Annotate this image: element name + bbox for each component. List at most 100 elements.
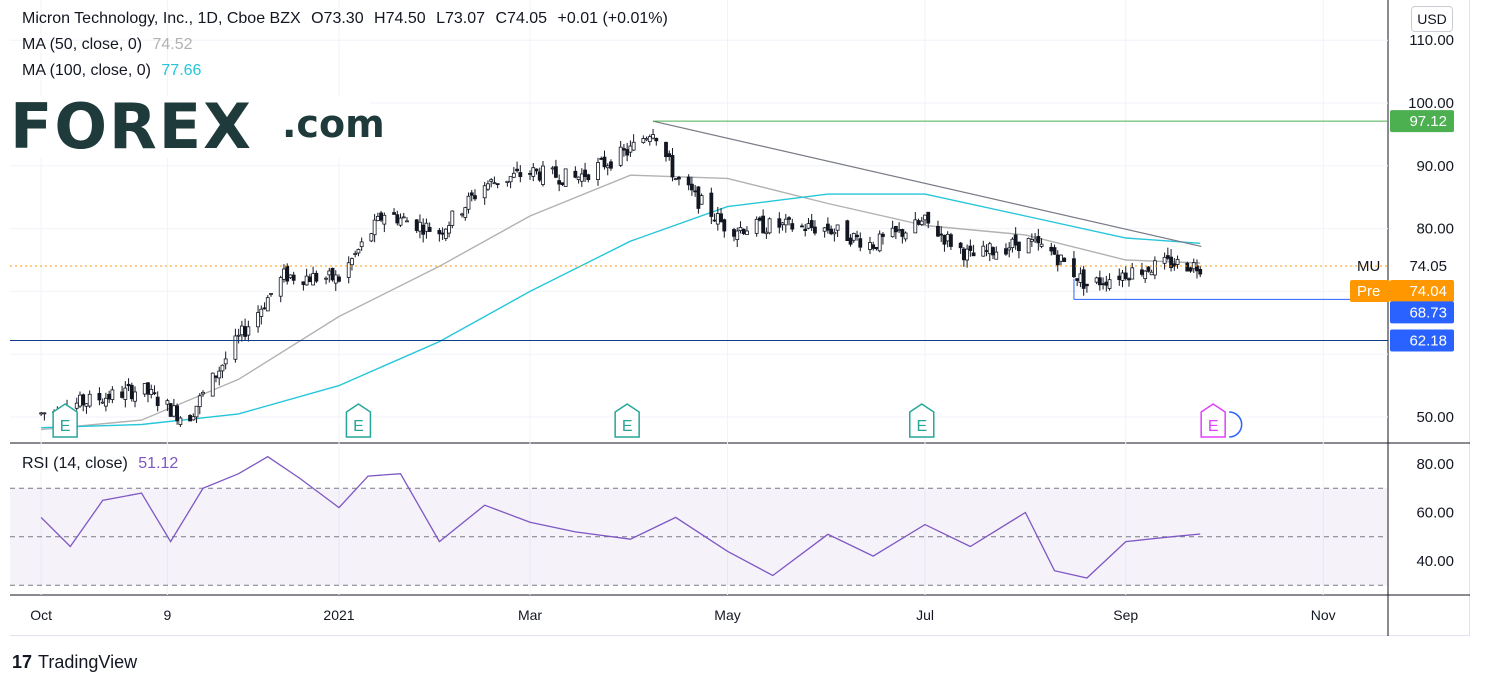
candle [1107,273,1112,291]
candle [1191,258,1196,273]
change-value: +0.01 (+0.01%) [557,10,668,27]
candle [738,221,743,234]
candle [777,212,782,234]
candle [874,246,879,251]
candle-body [1081,269,1086,289]
candle [492,176,497,185]
candle-body [282,268,286,280]
candle [1055,250,1060,272]
candle-body [337,276,341,282]
candle-body [809,220,814,228]
candle-body [42,412,47,415]
candle-body [787,217,791,220]
ma100-line [41,193,1201,429]
candle [942,234,947,252]
candle [916,218,921,226]
candle [1175,255,1180,269]
candle-body [851,232,856,241]
candle [586,173,591,183]
candle-body [877,233,882,252]
close-value: C74.05 [495,10,548,27]
candle [829,225,834,236]
candle-body [738,227,743,231]
candle [1146,266,1151,273]
earnings-marker[interactable]: E [614,403,640,438]
candle [780,222,785,231]
earnings-marker[interactable]: E [52,403,78,438]
candle [822,227,827,238]
candle-body [741,228,746,235]
earnings-badge-letter: E [60,418,71,435]
candle [1052,244,1057,255]
earnings-badge-shape [909,403,935,438]
candle [903,231,908,242]
price-tag-bg [1390,301,1454,324]
candle [123,381,128,408]
candle-body [893,225,898,233]
candle [832,228,837,242]
candle-body [1172,263,1177,267]
candle [605,163,610,176]
candle-body [375,215,380,221]
price-tag-value: 74.05 [1409,258,1447,275]
candle [991,246,995,260]
candle-body [1195,265,1199,272]
candle-body [1165,255,1170,259]
earnings-marker[interactable]: E [909,403,935,438]
candle-body [421,224,426,235]
candle-body [278,277,283,297]
candle [233,328,238,363]
candle-body [123,387,128,400]
candle [421,218,426,243]
support-lower-price-tag: 62.18 [1390,329,1454,352]
ma100-label: MA (100, close, 0) [22,62,151,79]
rsi-legend[interactable]: RSI (14, close) 51.12 [22,455,184,473]
candle-body [722,219,727,232]
candle-body [845,220,850,241]
candle-body [926,211,931,224]
earnings-marker[interactable]: E [345,403,372,438]
candle-body [573,170,578,178]
candle [949,232,953,250]
candle-body [440,232,445,235]
candle-body [103,397,108,407]
rsi-pane [10,455,1388,586]
candle-body [1101,283,1105,286]
candle [1039,238,1044,249]
high-value: H74.50 [374,10,426,27]
candle [262,302,267,310]
candle [936,220,940,238]
logo-suffix: .com [282,102,385,146]
candle-body [505,180,510,184]
candle [1152,256,1157,280]
candle-body [508,176,513,183]
candle [197,393,202,415]
ma50-line [41,174,1201,431]
candle [223,351,228,370]
candle-body [560,182,565,186]
candle [686,174,691,191]
candle [450,210,455,229]
candle-body [670,155,675,178]
candle-body [518,172,523,178]
candle [579,168,584,187]
candle-body [673,178,678,181]
currency-button[interactable]: USD [1411,6,1453,32]
earnings-marker-upcoming[interactable]: E [1200,403,1243,438]
tradingview-brand[interactable]: 17 TradingView [12,652,137,673]
candle [881,232,885,245]
candle-body [599,157,604,160]
candle [809,213,814,232]
candle-body [460,213,464,216]
price-tag-value: 97.12 [1409,113,1447,130]
candle-body [311,273,316,286]
candle-body [486,183,490,190]
candle-body [693,190,698,193]
candle-body [401,216,406,219]
ma50-legend[interactable]: MA (50, close, 0) 74.52 [22,36,199,54]
ma100-legend[interactable]: MA (100, close, 0) 77.66 [22,62,207,80]
candle [1188,266,1193,273]
candle-body [618,146,623,166]
candle [508,176,513,189]
